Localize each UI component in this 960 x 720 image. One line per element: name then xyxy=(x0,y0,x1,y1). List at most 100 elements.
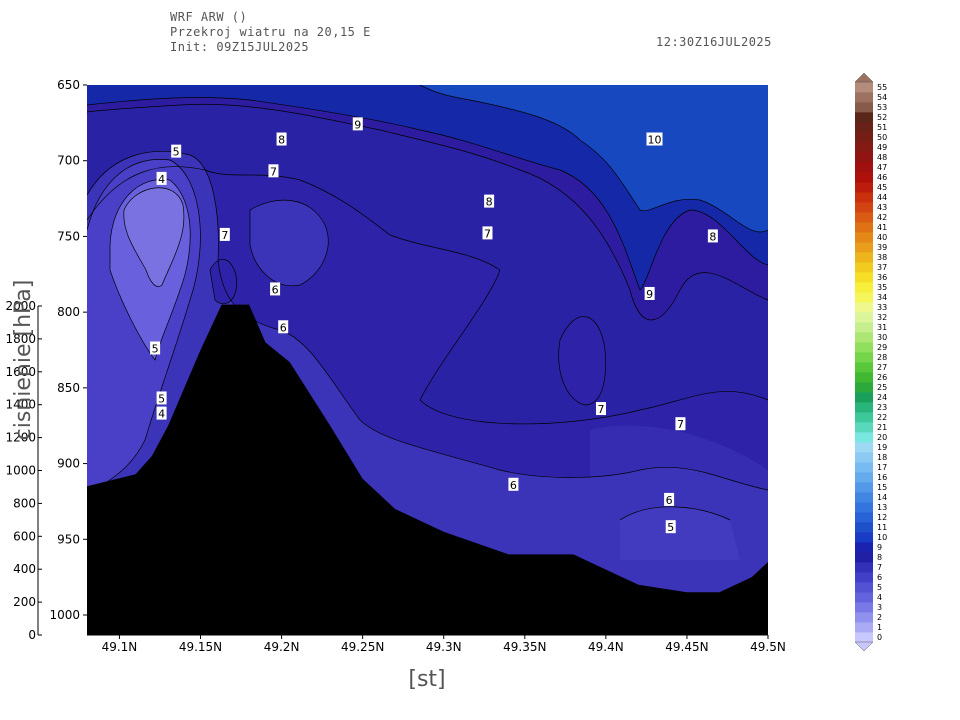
model-title: WRF ARW () xyxy=(170,10,248,24)
colorbar-label: 35 xyxy=(877,283,887,292)
colorbar-label: 22 xyxy=(877,413,887,422)
contour-label: 9 xyxy=(644,286,655,301)
contour-label-text: 9 xyxy=(646,288,653,301)
contour-label-text: 7 xyxy=(484,227,491,240)
y-tick-label: 950 xyxy=(57,532,80,546)
contour-label: 7 xyxy=(268,164,279,178)
colorbar-label: 34 xyxy=(877,293,887,302)
colorbar-cell xyxy=(855,152,873,163)
colorbar-cell xyxy=(855,282,873,293)
colorbar-label: 47 xyxy=(877,163,887,172)
x-axis-title: [st] xyxy=(408,667,445,692)
height-tick-label: 1200 xyxy=(5,431,36,445)
colorbar-cell xyxy=(855,482,873,493)
colorbar-label: 40 xyxy=(877,233,887,242)
contour-label-box xyxy=(664,492,675,506)
colorbar-label: 27 xyxy=(877,363,887,372)
init-time: Init: 09Z15JUL2025 xyxy=(170,40,310,54)
colorbar-cell xyxy=(855,172,873,183)
y-tick-label: 1000 xyxy=(49,608,80,622)
contour-label: 7 xyxy=(219,227,230,242)
colorbar-cell xyxy=(855,332,873,343)
colorbar-label: 38 xyxy=(877,253,887,262)
x-tick-label: 49.2N xyxy=(264,640,300,654)
height-tick-label: 1000 xyxy=(5,464,36,478)
valid-time: 12:30Z16JUL2025 xyxy=(656,35,772,49)
colorbar-label: 51 xyxy=(877,123,887,132)
colorbar-label: 44 xyxy=(877,193,887,202)
colorbar-label: 42 xyxy=(877,213,887,222)
contour-label: 10 xyxy=(646,132,663,147)
contour-line-7 xyxy=(87,166,768,425)
colorbar-cell xyxy=(855,472,873,483)
colorbar-cell xyxy=(855,442,873,453)
height-tick-label: 2000 xyxy=(5,299,36,313)
y-tick-label: 850 xyxy=(57,381,80,395)
contour-label-box xyxy=(482,226,493,240)
colorbar-max-arrow xyxy=(854,72,874,83)
cross-section-title: Przekroj wiatru na 20,15 E xyxy=(170,25,371,39)
colorbar-cell xyxy=(855,552,873,563)
colorbar-cell xyxy=(855,562,873,573)
colorbar-label: 41 xyxy=(877,223,887,232)
contour-label-box xyxy=(156,406,167,420)
colorbar-cell xyxy=(855,182,873,193)
contour-label: 5 xyxy=(665,520,676,534)
contour-label-text: 5 xyxy=(158,392,165,405)
colorbar-label: 2 xyxy=(877,613,882,622)
colorbar-label: 13 xyxy=(877,503,887,512)
contour-label-text: 4 xyxy=(158,408,165,421)
colorbar-label: 23 xyxy=(877,403,887,412)
colorbar-cell xyxy=(855,202,873,213)
contour-label-box xyxy=(675,417,686,431)
colorbar-cell xyxy=(855,492,873,503)
contour-band-7-east xyxy=(558,316,606,405)
contour-line-6-closed xyxy=(249,199,329,287)
colorbar-cell xyxy=(855,272,873,283)
contour-label: 5 xyxy=(156,391,167,405)
colorbar-label: 0 xyxy=(877,633,882,642)
colorbar-cell xyxy=(855,362,873,373)
colorbar-cell xyxy=(855,132,873,143)
colorbar-cell xyxy=(855,432,873,443)
colorbar-label: 17 xyxy=(877,463,887,472)
contour-label: 6 xyxy=(270,282,281,296)
height-tick-label: 200 xyxy=(13,595,36,609)
colorbar-label: 10 xyxy=(877,533,887,542)
colorbar-label: 20 xyxy=(877,433,887,442)
contour-label-text: 6 xyxy=(666,494,673,507)
x-tick-label: 49.1N xyxy=(102,640,138,654)
contour-label-text: 5 xyxy=(173,146,180,159)
contour-label: 8 xyxy=(276,132,287,147)
contour-label-text: 7 xyxy=(597,403,604,416)
colorbar-min-arrow xyxy=(854,641,874,652)
colorbar-cell xyxy=(855,232,873,243)
colorbar-cell xyxy=(855,372,873,383)
colorbar-cell xyxy=(855,502,873,513)
colorbar-cell xyxy=(855,592,873,603)
contour-label-text: 5 xyxy=(152,342,159,355)
colorbar-cell xyxy=(855,572,873,583)
contour-label-box xyxy=(484,194,495,208)
colorbar-label: 25 xyxy=(877,383,887,392)
contour-band-6-mid xyxy=(250,200,329,286)
colorbar-cell xyxy=(855,532,873,543)
colorbar-label: 50 xyxy=(877,133,887,142)
contour-line-10 xyxy=(419,85,768,233)
colorbar-label: 24 xyxy=(877,393,887,402)
colorbar-label: 11 xyxy=(877,523,887,532)
y-tick-label: 650 xyxy=(57,78,80,92)
colorbar-label: 36 xyxy=(877,273,887,282)
x-tick-label: 49.4N xyxy=(588,640,624,654)
y-tick-label: 750 xyxy=(57,229,80,243)
height-tick-label: 1600 xyxy=(5,365,36,379)
colorbar-cell xyxy=(855,162,873,173)
colorbar-label: 28 xyxy=(877,353,887,362)
colorbar-cell xyxy=(855,292,873,303)
contour-label: 6 xyxy=(278,320,289,334)
colorbar-cell xyxy=(855,412,873,423)
colorbar-cell xyxy=(855,302,873,313)
contour-label: 8 xyxy=(484,194,495,209)
colorbar-label: 8 xyxy=(877,553,882,562)
